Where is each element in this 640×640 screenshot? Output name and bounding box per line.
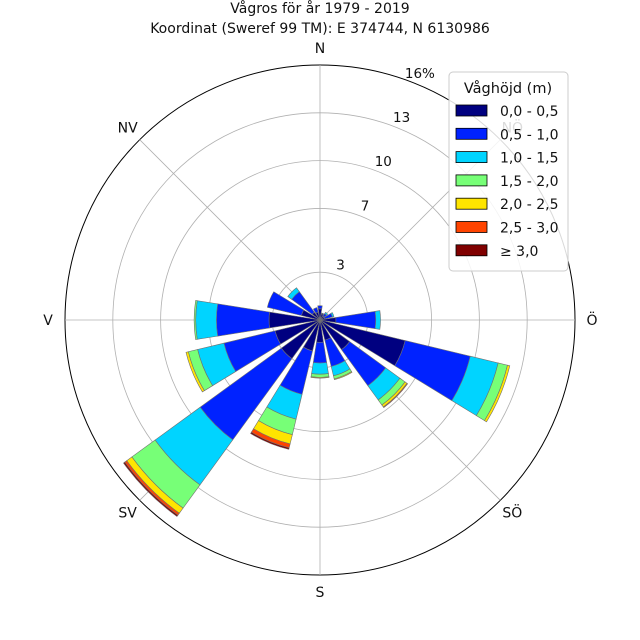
legend-label: 2,5 - 3,0	[500, 221, 558, 237]
bar-segment-SÖ-5	[382, 382, 409, 409]
legend-swatch	[455, 104, 488, 117]
chart-subtitle: Koordinat (Sweref 99 TM): E 374744, N 61…	[150, 21, 490, 37]
legend-label: 2,0 - 2,5	[500, 197, 558, 213]
bar-segment-SV-6	[123, 461, 179, 517]
bar-segment-NÖ-2	[324, 311, 329, 316]
legend-swatch	[455, 127, 488, 140]
bar-segment-ÖSÖ-4	[484, 364, 511, 423]
radial-tick-label: 16%	[405, 66, 435, 82]
bar-segment-N-1	[317, 305, 323, 310]
direction-label-e: Ö	[586, 311, 597, 329]
bar-segment-NV-2	[287, 287, 300, 300]
bars-layer	[123, 287, 511, 517]
bar-segment-NNÖ-1	[321, 312, 325, 315]
bar-segment-VNV-1	[266, 291, 305, 316]
legend-swatch	[455, 197, 488, 210]
legend-label: ≥ 3,0	[500, 244, 538, 260]
bar-segment-V-1	[216, 303, 270, 337]
legend-swatch	[455, 221, 488, 233]
legend-items: 0,0 - 0,5 0,5 - 1,0 1,0 - 1,5 1,5 - 2,0 2,0 …	[455, 104, 558, 260]
direction-label-s: S	[316, 585, 325, 601]
radial-tick-label: 10	[375, 154, 392, 170]
radial-tick-label: 3	[336, 257, 345, 273]
legend-label: 1,5 - 2,0	[500, 174, 558, 190]
bar-segment-S-2	[311, 362, 329, 375]
bar-segment-V-2	[195, 300, 219, 340]
direction-label-sw: SV	[118, 505, 137, 521]
bar-segment-NNV-1	[312, 307, 319, 314]
radial-tick-labels: 3 7 10 13 16%	[336, 66, 435, 273]
bar-segment-SSV-6	[250, 431, 290, 450]
bar-segment-ÖNÖ-2	[330, 312, 335, 318]
direction-label-se: SÖ	[502, 503, 522, 521]
legend-label: 1,0 - 1,5	[500, 151, 558, 167]
legend-label: 0,0 - 0,5	[500, 104, 558, 120]
legend-swatch	[455, 174, 488, 187]
chart-title: Vågros för år 1979 - 2019	[230, 0, 409, 17]
radial-tick-label: 13	[393, 110, 410, 126]
bar-segment-S-1	[312, 341, 328, 364]
legend-swatch	[455, 244, 488, 257]
bar-segment-S-4	[310, 376, 330, 379]
bar-segment-SSÖ-4	[333, 371, 353, 381]
grid-spoke	[139, 139, 321, 321]
legend: Våghöjd (m) 0,0 - 0,5 0,5 - 1,0 1,0 - 1,5 1…	[448, 71, 569, 272]
bar-segment-Ö-2	[374, 310, 381, 330]
radial-tick-label: 7	[361, 198, 370, 214]
direction-label-n: N	[315, 41, 325, 57]
legend-title: Våghöjd (m)	[464, 80, 552, 97]
legend-frame	[448, 71, 569, 272]
bar-segment-VSV-4	[185, 351, 205, 393]
legend-swatch	[455, 151, 488, 164]
bar-segment-V-3	[193, 300, 198, 340]
direction-label-nw: NV	[118, 121, 138, 137]
direction-label-w: V	[43, 313, 53, 329]
legend-label: 0,5 - 1,0	[500, 127, 558, 143]
